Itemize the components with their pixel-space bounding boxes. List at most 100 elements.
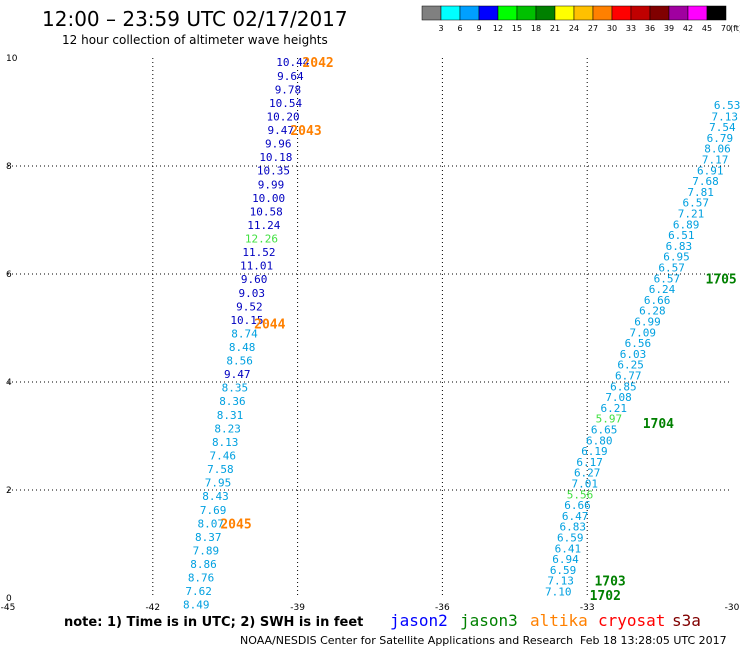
colorbar-label: 15	[512, 24, 522, 33]
data-point: 7.95	[205, 476, 232, 489]
data-point: 9.03	[238, 287, 265, 300]
data-point: 10.00	[252, 192, 285, 205]
data-point: 6.65	[591, 424, 618, 437]
data-point: 9.78	[275, 83, 302, 96]
satellite-legend: jason2 jason3 altika cryosat s3a	[390, 611, 701, 630]
data-point: 6.24	[649, 283, 676, 296]
x-tick-label: -45	[1, 603, 16, 613]
data-point: 9.60	[241, 273, 268, 286]
data-point: 10.20	[267, 110, 300, 123]
data-point: 8.49	[183, 598, 210, 611]
data-point: 7.17	[702, 154, 729, 167]
data-point: 6.66	[564, 499, 591, 512]
data-point: 6.80	[586, 434, 613, 447]
data-point: 6.59	[557, 532, 584, 545]
y-tick-label: 10	[6, 54, 18, 64]
colorbar-label: 9	[476, 24, 481, 33]
data-point: 5.56	[567, 488, 594, 501]
colorbar-swatch	[440, 5, 461, 21]
colorbar-label: 39	[664, 24, 674, 33]
y-tick-label: 2	[6, 486, 12, 496]
colorbar-swatch	[497, 5, 518, 21]
data-point: 6.51	[668, 229, 695, 242]
data-point: 6.21	[600, 402, 627, 415]
axis-ticks: -45 -42 -39 -36 -33 -30 0 2 4 6 8 10	[1, 54, 740, 613]
data-point: 8.56	[226, 354, 253, 367]
satellite-legend-item: jason3	[460, 611, 518, 630]
colorbar-label: 33	[626, 24, 636, 33]
x-tick-label: -33	[580, 603, 595, 613]
x-tick-label: -36	[435, 603, 450, 613]
colorbar-swatch	[459, 5, 480, 21]
data-point: 7.10	[545, 586, 572, 599]
data-point: 11.01	[240, 259, 273, 272]
data-point: 7.01	[572, 478, 599, 491]
colorbar-label: 30	[607, 24, 617, 33]
data-point: 6.83	[559, 521, 586, 534]
footer-timestamp: Feb 18 13:28:05 UTC 2017	[580, 634, 727, 647]
y-tick-label: 4	[6, 378, 12, 388]
data-point: 6.99	[634, 316, 661, 329]
colorbar-swatch	[592, 5, 613, 21]
time-label: 1705	[705, 272, 736, 287]
x-tick-label: -39	[290, 603, 305, 613]
time-label: 1703	[594, 575, 625, 590]
colorbar-label: 24	[569, 24, 579, 33]
data-point: 8.23	[214, 422, 241, 435]
data-point: 7.58	[207, 463, 234, 476]
data-point: 7.68	[692, 175, 719, 188]
time-label: 2045	[220, 517, 251, 532]
colorbar-label: 42	[683, 24, 693, 33]
colorbar-swatch	[668, 5, 689, 21]
data-point: 6.57	[654, 272, 681, 285]
time-label: 1702	[590, 589, 621, 604]
data-point: 6.17	[576, 456, 603, 469]
data-point: 6.41	[555, 542, 582, 555]
data-point: 11.24	[247, 219, 280, 232]
data-point: 8.06	[704, 143, 731, 156]
data-point: 6.27	[574, 467, 601, 480]
colorbar-swatch	[535, 5, 556, 21]
data-point: 6.83	[666, 240, 693, 253]
data-point: 6.57	[683, 197, 710, 210]
colorbar-swatch	[516, 5, 537, 21]
colorbar-swatch	[706, 5, 727, 21]
data-point: 6.59	[550, 564, 577, 577]
data-point: 7.81	[687, 186, 714, 199]
data-point: 9.47	[224, 368, 251, 381]
data-point: 6.89	[673, 218, 700, 231]
colorbar-swatch	[649, 5, 670, 21]
data-point: 7.13	[547, 575, 574, 588]
colorbar-label: 27	[588, 24, 598, 33]
data-point: 8.76	[188, 571, 215, 584]
satellite-legend-item: s3a	[672, 611, 701, 630]
data-point: 8.37	[195, 531, 222, 544]
data-point: 6.95	[663, 251, 690, 264]
data-point: 9.52	[236, 300, 263, 313]
data-point: 6.28	[639, 305, 666, 318]
data-point: 8.74	[231, 327, 258, 340]
data-point: 6.25	[617, 359, 644, 372]
data-point: 8.36	[219, 395, 246, 408]
satellite-legend-item: jason2	[390, 611, 448, 630]
data-point: 10.15	[230, 314, 263, 327]
chart-title: 12:00 – 23:59 UTC 02/17/2017	[42, 7, 348, 31]
footer-credit: NOAA/NESDIS Center for Satellite Applica…	[240, 634, 573, 647]
data-point: 8.13	[212, 436, 239, 449]
time-label: 2042	[302, 56, 333, 71]
data-point: 10.18	[259, 151, 292, 164]
data-point: 10.44	[276, 56, 309, 69]
data-point: 8.35	[222, 381, 249, 394]
colorbar-label: 6	[457, 24, 462, 33]
satellite-legend-item: cryosat	[598, 611, 665, 630]
data-point: 9.47	[267, 124, 294, 137]
x-tick-label: -42	[145, 603, 160, 613]
colorbar-label: 70	[721, 24, 731, 33]
data-point: 8.43	[202, 490, 229, 503]
data-point: 6.03	[620, 348, 647, 361]
data-point: 6.19	[581, 445, 608, 458]
data-point: 7.09	[629, 326, 656, 339]
data-point: 6.94	[552, 553, 579, 566]
